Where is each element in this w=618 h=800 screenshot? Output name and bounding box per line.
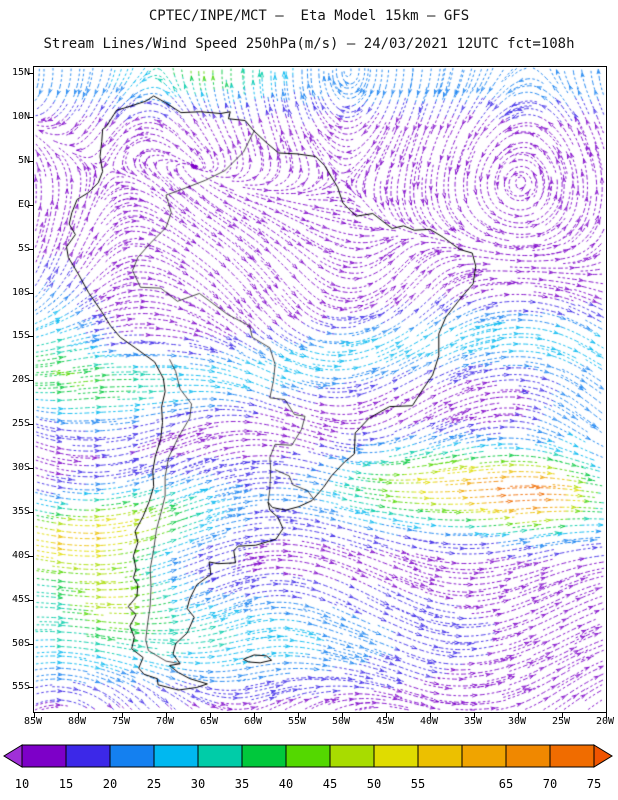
lat-tick-label: 5N — [17, 154, 30, 166]
colorbar: 10 15 20 25 30 35 40 45 50 55 65 70 75 — [3, 744, 613, 791]
lon-tick-label: 55W — [287, 716, 307, 727]
lon-tick-label: 50W — [331, 716, 351, 727]
colorbar-segment — [65, 744, 111, 768]
colorbar-segment — [241, 744, 287, 768]
page-title: CPTEC/INPE/MCT — Eta Model 15km — GFS — [148, 8, 470, 24]
colorbar-tick-label: 45 — [323, 777, 337, 791]
lon-tick-label: 60W — [243, 716, 263, 727]
colorbar-tick-label: 15 — [59, 777, 73, 791]
lat-tick-label: 35S — [11, 505, 30, 517]
longitude-axis: 85W 80W 75W 70W 65W 60W 55W 50W 45W 40W 35W 30W 25W 2… — [0, 716, 618, 730]
page-subtitle: Stream Lines/Wind Speed 250hPa(m/s) — 24… — [43, 36, 575, 52]
colorbar-tick-label: 50 — [367, 777, 381, 791]
colorbar-segment — [417, 744, 463, 768]
lon-tick-label: 40W — [419, 716, 439, 727]
lon-tick-label: 25W — [551, 716, 571, 727]
lat-tick-label: 15S — [11, 330, 30, 342]
colorbar-segment — [329, 744, 375, 768]
lon-tick-label: 75W — [111, 716, 131, 727]
lon-tick-label: 35W — [463, 716, 483, 727]
lat-tick-label: 40S — [11, 549, 30, 561]
colorbar-tick-label: 10 — [15, 777, 29, 791]
colorbar-segment — [461, 744, 507, 768]
lon-tick-label: 70W — [155, 716, 175, 727]
colorbar-right-arrow — [593, 744, 613, 768]
colorbar-tick-label: 55 — [411, 777, 425, 791]
lat-tick-label: 45S — [11, 593, 30, 605]
colorbar-tick-label: 65 — [499, 777, 513, 791]
lat-tick-label: 55S — [11, 681, 30, 693]
lat-tick-label: 10N — [11, 111, 30, 123]
lon-tick-label: 85W — [23, 716, 43, 727]
lat-tick-label: 50S — [11, 637, 30, 649]
colorbar-tick-label: 70 — [543, 777, 557, 791]
lat-tick-label: 25S — [11, 418, 30, 430]
map-frame — [33, 66, 607, 713]
colorbar-segment — [153, 744, 199, 768]
colorbar-tick-label: 75 — [587, 777, 601, 791]
lon-tick-label: 20W — [595, 716, 615, 727]
lat-tick-label: 10S — [11, 286, 30, 298]
lon-tick-label: 65W — [199, 716, 219, 727]
lon-tick-label: 80W — [67, 716, 87, 727]
colorbar-segment — [549, 744, 595, 768]
colorbar-segment — [109, 744, 155, 768]
streamline-plot-canvas — [34, 67, 606, 712]
lat-tick-label: EQ — [17, 198, 30, 210]
lat-tick-label: 20S — [11, 374, 30, 386]
lat-tick-label: 30S — [11, 462, 30, 474]
colorbar-segment — [285, 744, 331, 768]
lat-tick-label: 5S — [17, 242, 30, 254]
colorbar-tick-label: 25 — [147, 777, 161, 791]
colorbar-segment — [197, 744, 243, 768]
lon-tick-label: 30W — [507, 716, 527, 727]
colorbar-segment — [505, 744, 551, 768]
colorbar-left-arrow — [3, 744, 23, 768]
lon-tick-label: 45W — [375, 716, 395, 727]
colorbar-tick-label: 40 — [279, 777, 293, 791]
colorbar-tick-label: 30 — [191, 777, 205, 791]
latitude-axis: 15N 10N 5N EQ 5S 10S 15S 20S 25S 30S 35S 40S 45S 50S 5… — [2, 67, 30, 718]
colorbar-segment — [21, 744, 67, 768]
colorbar-tick-label: 20 — [103, 777, 117, 791]
colorbar-tick-label: 35 — [235, 777, 249, 791]
colorbar-segment — [373, 744, 419, 768]
lat-tick-label: 15N — [11, 67, 30, 79]
